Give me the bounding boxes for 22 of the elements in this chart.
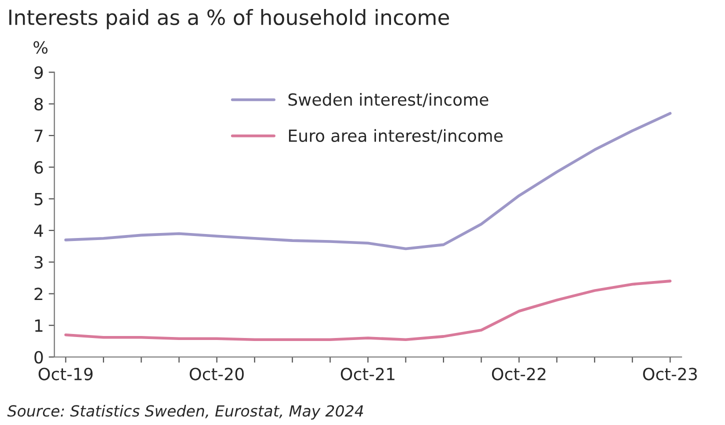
- y-tick-label: 8: [34, 98, 43, 110]
- line-series: [64, 112, 672, 250]
- x-tick-label: Oct-19: [38, 368, 93, 380]
- y-tick-label: 4: [34, 224, 44, 237]
- y-tick-label: 9: [34, 66, 43, 79]
- x-tick-label: Oct-23: [643, 368, 697, 380]
- y-tick-label: 2: [34, 288, 42, 300]
- line-series: [64, 280, 672, 341]
- chart-title: Interests paid as a % of household income: [9, 9, 449, 30]
- x-tick-label: Oct-20: [190, 368, 244, 380]
- x-tick-label: Oct-22: [492, 368, 546, 380]
- y-tick-label: 7: [34, 130, 43, 142]
- legend-label: Euro area interest/income: [289, 129, 503, 144]
- legend-label: Sweden interest/income: [288, 92, 488, 108]
- source-note: Source: Statistics Sweden, Eurostat, May 2024: [7, 404, 364, 420]
- y-tick-label: 6: [34, 161, 43, 174]
- y-tick-label: 0: [34, 350, 43, 364]
- y-axis-title: %: [34, 41, 48, 54]
- y-tick-label: 3: [34, 256, 43, 269]
- y-tick-label: 1: [35, 320, 42, 332]
- y-tick-label: 5: [34, 192, 43, 206]
- x-tick-label: Oct-21: [340, 368, 394, 380]
